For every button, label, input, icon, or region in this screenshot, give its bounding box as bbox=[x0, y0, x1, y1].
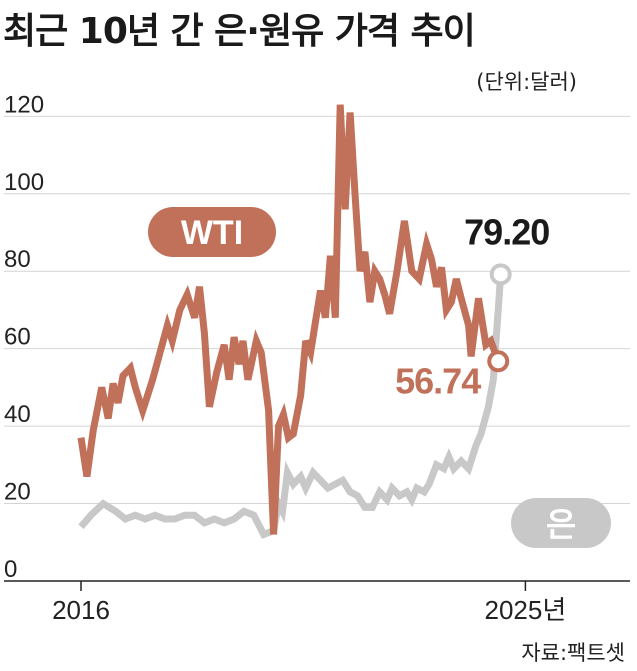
series-line-wti bbox=[77, 104, 502, 535]
legend-pill bbox=[148, 207, 276, 257]
end-marker bbox=[489, 263, 512, 286]
legend-label: WTI bbox=[181, 214, 243, 252]
source-label: 자료:팩트셋 bbox=[521, 641, 625, 665]
unit-label: (단위:달러) bbox=[476, 70, 577, 94]
y-tick-label: 80 bbox=[4, 246, 31, 273]
series-line-silver bbox=[78, 274, 505, 539]
y-tick-label: 40 bbox=[4, 401, 31, 428]
end-marker bbox=[487, 350, 510, 373]
legend-wti: WTI bbox=[148, 207, 276, 257]
y-tick-label: 100 bbox=[4, 169, 44, 196]
legend-silver: 은 bbox=[511, 498, 611, 548]
x-tick-label: 2025년 bbox=[485, 595, 567, 625]
x-tick-label: 2016 bbox=[52, 595, 110, 625]
x-axis: 2016 2025년 bbox=[52, 581, 566, 625]
series-lines bbox=[77, 104, 512, 539]
end-label-wti: 56.74 bbox=[395, 360, 481, 401]
y-tick-label: 0 bbox=[4, 556, 17, 583]
y-axis-labels: 0 20 40 60 80 100 120 bbox=[4, 91, 44, 583]
legend-label: 은 bbox=[546, 505, 576, 544]
grid-lines bbox=[4, 115, 630, 582]
chart-title: 최근 10년 간 은·원유 가격 추이 bbox=[3, 11, 476, 52]
y-tick-label: 60 bbox=[4, 324, 31, 351]
series-labels: 56.74 79.20 WTI 은 bbox=[148, 207, 611, 548]
y-tick-label: 120 bbox=[4, 91, 44, 118]
legend-pill bbox=[511, 498, 611, 548]
y-tick-label: 20 bbox=[4, 479, 31, 506]
end-label-silver: 79.20 bbox=[464, 211, 549, 252]
